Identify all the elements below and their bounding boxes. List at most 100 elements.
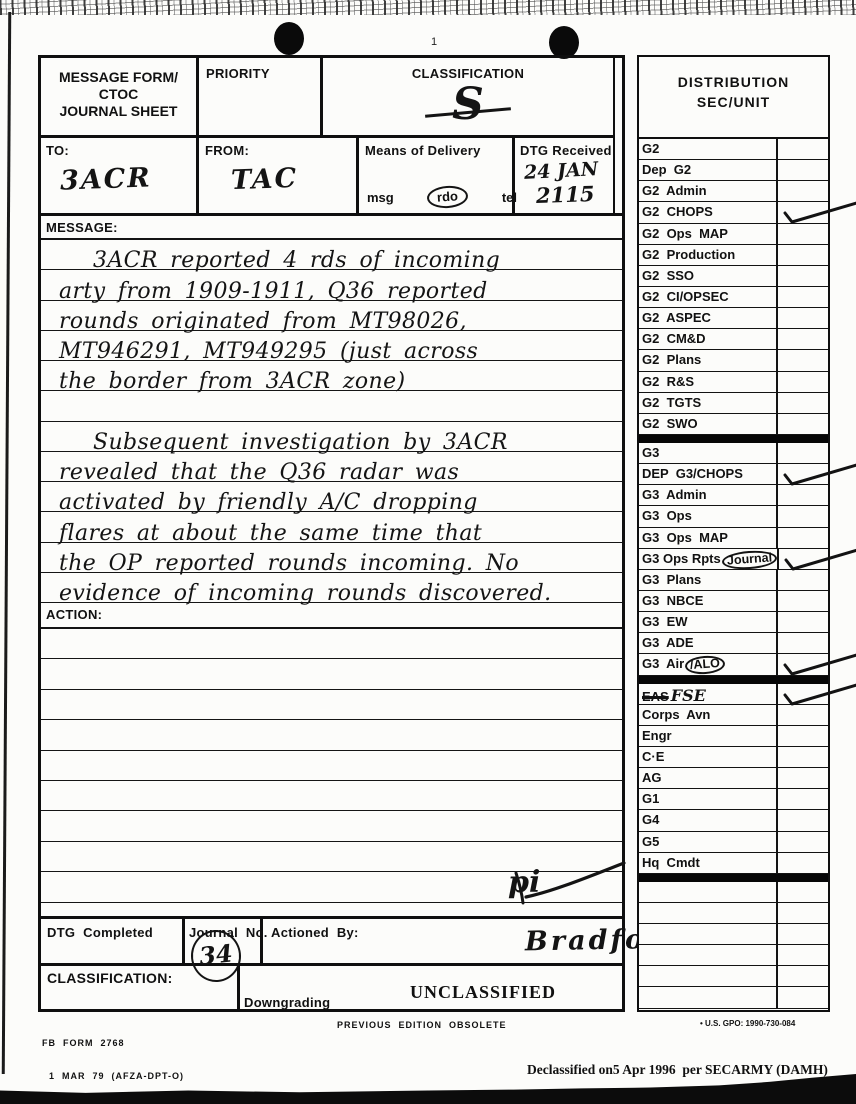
dtg-completed-row: DTG Completed Journal No. Actioned By: B… — [41, 919, 685, 985]
delivery-option-tel: tel — [501, 189, 517, 205]
distribution-row: G5 — [639, 831, 828, 853]
section-divider — [639, 434, 828, 443]
delivery-field: Means of Delivery msg rdo tel — [359, 138, 517, 213]
checkmark-icon — [783, 653, 856, 676]
delivery-option-rdo-circled: rdo — [426, 184, 469, 210]
checkmark-icon — [783, 463, 856, 486]
distribution-row: G3 Ops Rpts Journal — [639, 548, 856, 571]
distribution-row — [639, 945, 828, 967]
scan-edge-line — [1, 12, 12, 1074]
form-title: MESSAGE FORM/ CTOC JOURNAL SHEET — [41, 58, 199, 138]
message-section: MESSAGE: 3ACR reported 4 rds of incoming… — [41, 213, 622, 606]
distribution-row: Dep G2 — [639, 160, 828, 182]
circled-word: Journal — [721, 548, 778, 571]
action-line — [41, 659, 622, 690]
distribution-row: G3 ADE — [639, 633, 828, 655]
handwritten-entry: FSE — [670, 685, 706, 705]
punch-hole-icon — [274, 22, 304, 55]
message-line: evidence of incoming rounds discovered. — [41, 573, 622, 606]
delivery-label: Means of Delivery — [365, 143, 481, 158]
action-line — [41, 811, 622, 842]
distribution-row: G2 Production — [639, 244, 828, 266]
classification-field: CLASSIFICATION S — [323, 58, 615, 138]
distribution-row: G2 TGTS — [639, 392, 828, 414]
distribution-row — [639, 881, 828, 903]
action-line — [41, 781, 622, 812]
page-mark: 1 — [431, 36, 438, 48]
to-label: TO: — [46, 143, 70, 158]
distribution-row: G3 Ops MAP — [639, 527, 828, 549]
section-divider — [639, 873, 828, 882]
section-divider — [639, 675, 828, 684]
handwritten-initials: pi — [496, 851, 631, 911]
distribution-row: G3 NBCE — [639, 590, 828, 613]
checkmark-icon — [784, 548, 856, 571]
action-lines — [41, 629, 622, 903]
action-line — [41, 629, 622, 660]
priority-field: PRIORITY — [199, 58, 323, 138]
scan-noise-strip — [0, 0, 856, 15]
classification-handwritten: S — [423, 83, 513, 127]
dtg-received-field: DTG Received 24 JAN 2115 — [515, 138, 615, 213]
classification-footer-field: CLASSIFICATION: — [41, 966, 240, 1012]
form-number: FB FORM 2768 1 MAR 79 (AFZA-DPT-O) — [42, 1038, 185, 1081]
distribution-row: G3 Plans — [639, 569, 828, 591]
message-lines: 3ACR reported 4 rds of incoming arty from… — [41, 240, 622, 606]
classification-footer-row: CLASSIFICATION: Downgrading UNCLASSIFIED — [41, 966, 622, 1012]
flourish-stroke-icon — [514, 861, 626, 905]
message-form: MESSAGE FORM/ CTOC JOURNAL SHEET PRIORIT… — [38, 55, 685, 1012]
message-line: MT946291, MT949295 (just across — [41, 331, 622, 364]
message-line: Subsequent investigation by 3ACR — [41, 422, 622, 455]
action-line — [41, 872, 622, 903]
distribution-row: G2 Ops MAP — [639, 223, 828, 245]
classification-footer-label: CLASSIFICATION: — [47, 970, 173, 986]
message-line: revealed that the Q36 radar was — [41, 452, 622, 485]
action-label-row: ACTION: — [41, 603, 622, 629]
distribution-row: Engr — [639, 725, 828, 747]
to-value: 3ACR — [59, 162, 153, 197]
action-line — [41, 751, 622, 781]
distribution-row: Hq Cmdt — [639, 852, 828, 874]
message-line — [41, 391, 622, 422]
declassified-stamp: Declassified on5 Apr 1996 per SECARMY (D… — [527, 1062, 828, 1077]
distribution-row: G3 Ops — [639, 506, 828, 528]
distribution-row — [639, 924, 828, 946]
gpo-note: • U.S. GPO: 1990-730-084 — [700, 1019, 796, 1028]
journal-no-label: Journal No. — [189, 925, 268, 940]
actioned-by-field: Actioned By: Bradford — [263, 919, 685, 963]
journal-no-field: Journal No. — [185, 919, 267, 963]
distribution-row: G2 ASPEC — [639, 308, 828, 330]
distribution-row: G3 Air/ALO — [639, 653, 856, 676]
checkmark-icon — [783, 202, 856, 224]
downgrading-label: Downgrading — [244, 995, 331, 1010]
classification-label: CLASSIFICATION — [411, 66, 525, 81]
delivery-option-msg: msg — [367, 189, 394, 205]
punch-hole-icon — [549, 26, 579, 59]
distribution-row — [639, 966, 828, 988]
dtg-completed-field: DTG Completed — [41, 919, 185, 963]
distribution-row: G2 CM&D — [639, 329, 828, 351]
distribution-row: G4 — [639, 810, 828, 832]
message-line: arty from 1909-1911, Q36 reported — [41, 270, 622, 304]
checkmark-icon — [783, 683, 856, 706]
distribution-header: DISTRIBUTION SEC/UNIT — [639, 57, 828, 139]
distribution-row: G2 R&S — [639, 371, 828, 393]
classification-footer-value: UNCLASSIFIED — [410, 982, 557, 1002]
dtg-received-time: 2115 — [535, 180, 595, 209]
action-line — [41, 842, 622, 873]
distribution-row: G2 SWO — [639, 413, 828, 435]
action-section: ACTION: — [41, 603, 622, 903]
downgrading-field: Downgrading UNCLASSIFIED — [240, 966, 622, 1012]
distribution-row: G3 Admin — [639, 485, 828, 507]
action-line — [41, 720, 622, 751]
message-line: 3ACR reported 4 rds of incoming — [41, 240, 622, 273]
action-line — [41, 690, 622, 721]
message-line: activated by friendly A/C dropping — [41, 482, 622, 515]
message-line: the OP reported rounds incoming. No — [41, 543, 622, 576]
action-label: ACTION: — [46, 607, 103, 622]
distribution-row: EAS FSE — [639, 683, 856, 706]
distribution-row: G3 EW — [639, 612, 828, 634]
spacer-row — [41, 903, 622, 919]
message-label: MESSAGE: — [46, 220, 118, 235]
distribution-row: G2 SSO — [639, 265, 828, 287]
